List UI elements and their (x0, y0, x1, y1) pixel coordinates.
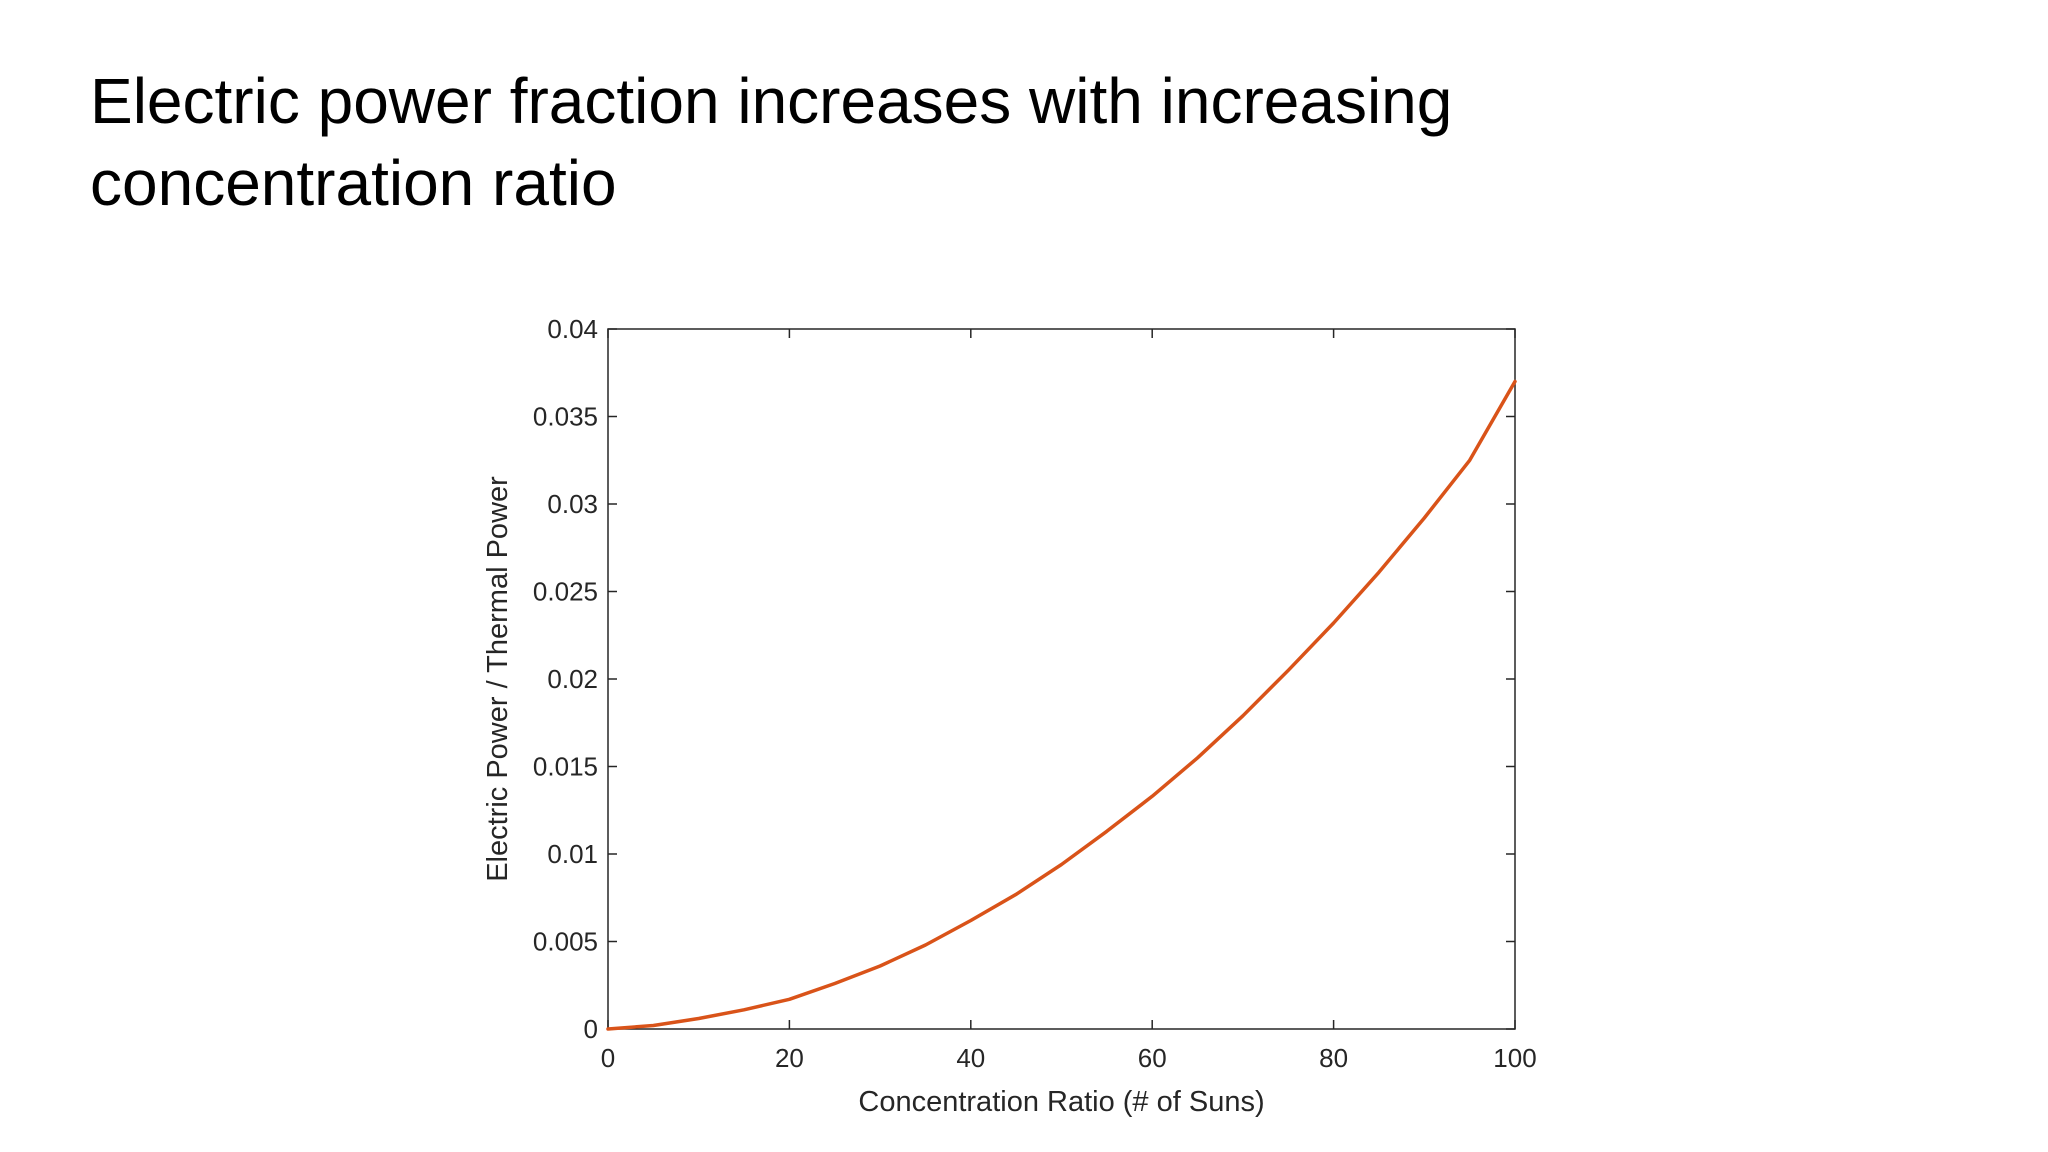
plot-area (607, 328, 1516, 1030)
y-tick-label: 0.005 (533, 927, 598, 957)
slide-title: Electric power fraction increases with i… (90, 65, 1453, 219)
plot-frame (607, 328, 1516, 1030)
series-layer (606, 379, 1517, 1031)
x-axis-label: Concentration Ratio (# of Suns) (858, 1086, 1264, 1118)
x-tick-label: 100 (1493, 1043, 1536, 1073)
series-line (606, 379, 1517, 1031)
y-tick-label: 0.02 (547, 664, 598, 694)
y-tick-label: 0.03 (547, 489, 598, 519)
y-tick-label: 0.035 (533, 402, 598, 432)
x-tick-label: 40 (956, 1043, 985, 1073)
x-tick-label: 80 (1319, 1043, 1348, 1073)
x-tick-label: 0 (601, 1043, 615, 1073)
x-axis: 0 20 40 60 80 100 (601, 329, 1537, 1073)
y-tick-label: 0.025 (533, 577, 598, 607)
y-tick-label: 0.04 (547, 314, 598, 344)
y-axis: 0 0.005 0.01 0.015 0.02 0.025 0.03 0.035 0.04 (533, 314, 1515, 1044)
y-axis-label: Electric Power / Thermal Power (482, 476, 514, 882)
x-tick-label: 60 (1138, 1043, 1167, 1073)
x-tick-label: 20 (775, 1043, 804, 1073)
y-tick-label: 0.015 (533, 752, 598, 782)
y-tick-label: 0.01 (547, 839, 598, 869)
y-tick-label: 0 (584, 1014, 598, 1044)
